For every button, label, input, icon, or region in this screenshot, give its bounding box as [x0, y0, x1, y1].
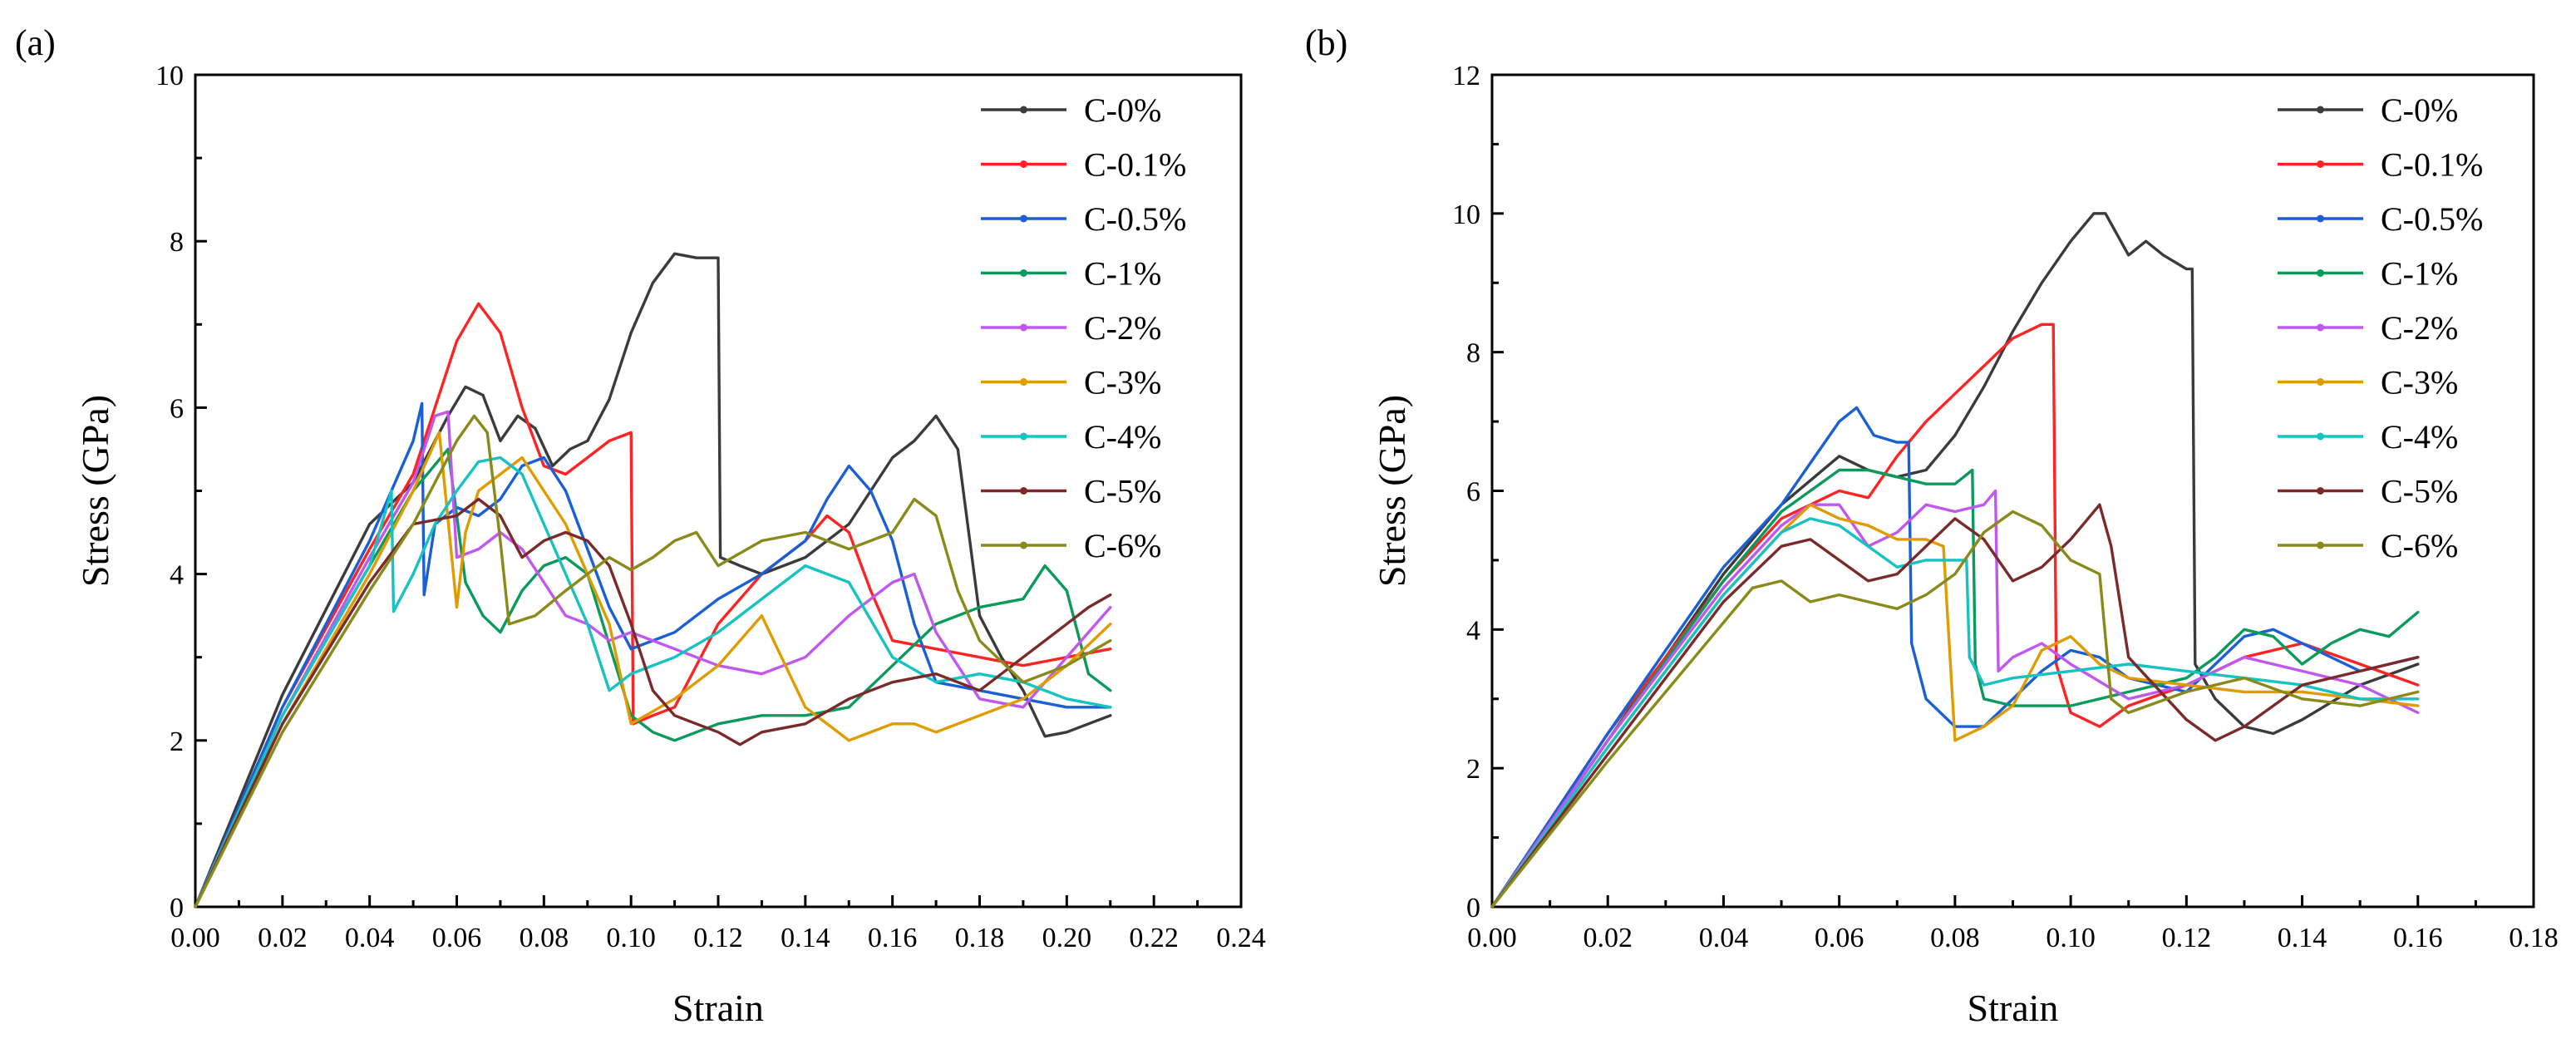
legend-label: C-4% — [2381, 418, 2458, 456]
y-tick-label: 8 — [1466, 338, 1480, 369]
x-tick-label: 0.10 — [606, 923, 656, 953]
legend-label: C-0.1% — [1084, 146, 1186, 184]
x-tick-label: 0.04 — [1699, 923, 1749, 953]
x-tick-label: 0.12 — [693, 923, 743, 953]
series-line-c-0pct — [194, 252, 1112, 909]
legend-label: C-0% — [1084, 91, 1161, 129]
panel-b: (b) 0.00 0.02 0.04 0.06 0.08 0.10 0.12 0.14 0.16 0… — [1305, 22, 2559, 1029]
series-line-c-5pct — [1490, 503, 2420, 909]
legend-label: C-6% — [2381, 527, 2458, 564]
legend-label: C-2% — [1084, 309, 1161, 347]
series-line-c-1pct — [194, 447, 1112, 909]
y-tick-label: 10 — [155, 61, 184, 91]
legend-marker-c-0-1pct — [1020, 160, 1027, 168]
x-tick-label: 0.02 — [1583, 923, 1633, 953]
series-line-c-4pct — [194, 456, 1112, 909]
y-tick-label: 0 — [1466, 893, 1480, 923]
x-axis-title: Strain — [672, 987, 764, 1029]
legend-marker-c-6pct — [2317, 541, 2324, 549]
x-tick-label: 0.06 — [1815, 923, 1864, 953]
series-line-c-2pct — [194, 410, 1112, 909]
y-tick-label: 8 — [170, 227, 184, 258]
series-line-c-6pct — [194, 414, 1112, 909]
y-tick-label: 6 — [1466, 477, 1480, 508]
series-line-c-6pct — [1490, 510, 2420, 909]
x-tick-label: 0.00 — [170, 923, 220, 953]
y-tick-label: 2 — [170, 726, 184, 757]
legend-label: C-5% — [1084, 473, 1161, 510]
x-tick-label: 0.08 — [520, 923, 569, 953]
series-line-c-5pct — [194, 497, 1112, 909]
legend-label: C-0.5% — [2381, 200, 2483, 238]
legend-marker-c-0pct — [2317, 106, 2324, 114]
legend-marker-c-3pct — [1020, 378, 1027, 386]
x-tick-label: 0.02 — [258, 923, 308, 953]
y-tick-label: 4 — [170, 560, 184, 591]
x-tick-label: 0.18 — [955, 923, 1005, 953]
legend-marker-c-0-5pct — [1020, 214, 1027, 223]
x-axis-title: Strain — [1968, 987, 2059, 1029]
x-tick-label: 0.14 — [2278, 923, 2327, 953]
legend-marker-c-0-1pct — [2317, 160, 2324, 168]
legend-marker-c-1pct — [2317, 269, 2324, 277]
legend-marker-c-0-5pct — [2317, 214, 2324, 223]
legend-marker-c-2pct — [1020, 323, 1027, 332]
legend-label: C-4% — [1084, 418, 1161, 456]
legend-label: C-3% — [1084, 364, 1161, 401]
series-line-c-0-1pct — [194, 302, 1112, 909]
legend-marker-c-0pct — [1020, 106, 1027, 114]
legend-marker-c-2pct — [2317, 323, 2324, 332]
series-line-c-1pct — [1490, 468, 2420, 909]
series-line-c-3pct — [194, 431, 1112, 909]
series-line-c-0-1pct — [1490, 323, 2420, 909]
legend-label: C-3% — [2381, 364, 2458, 401]
x-tick-label: 0.22 — [1129, 923, 1179, 953]
legend-label: C-0.5% — [1084, 200, 1186, 238]
x-tick-label: 0.00 — [1467, 923, 1517, 953]
y-tick-label: 12 — [1452, 61, 1480, 91]
panel-label: (a) — [15, 22, 56, 63]
series-line-c-0pct — [1490, 212, 2420, 909]
x-tick-label: 0.12 — [2162, 923, 2212, 953]
x-tick-label: 0.18 — [2509, 923, 2559, 953]
legend-label: C-5% — [2381, 473, 2458, 510]
legend-marker-c-5pct — [1020, 487, 1027, 495]
legend-label: C-6% — [1084, 527, 1161, 564]
legend-marker-c-4pct — [2317, 432, 2324, 441]
legend-marker-c-5pct — [2317, 487, 2324, 495]
legend-label: C-0.1% — [2381, 146, 2483, 184]
panel-a: (a) 0.00 0.02 0.04 0.06 0.08 0.10 0.12 0.14 0.16 0… — [15, 22, 1266, 1029]
x-tick-label: 0.20 — [1042, 923, 1092, 953]
y-axis-title: Stress (GPa) — [74, 395, 116, 587]
x-tick-label: 0.24 — [1216, 923, 1266, 953]
series-line-c-4pct — [1490, 517, 2420, 909]
y-tick-label: 2 — [1466, 754, 1480, 785]
y-tick-label: 4 — [1466, 615, 1480, 646]
legend-label: C-1% — [2381, 255, 2458, 293]
y-axis-title: Stress (GPa) — [1371, 395, 1413, 587]
x-tick-label: 0.10 — [2046, 923, 2096, 953]
legend-label: C-2% — [2381, 309, 2458, 347]
legend-marker-c-3pct — [2317, 378, 2324, 386]
legend-label: C-0% — [2381, 91, 2458, 129]
legend-marker-c-6pct — [1020, 541, 1027, 549]
legend-marker-c-4pct — [1020, 432, 1027, 441]
plot-frame — [1490, 73, 2535, 909]
series-line-c-0-5pct — [194, 401, 1112, 909]
x-tick-label: 0.04 — [345, 923, 395, 953]
y-tick-label: 10 — [1452, 199, 1480, 230]
legend-label: C-1% — [1084, 255, 1161, 293]
x-tick-label: 0.14 — [781, 923, 830, 953]
x-tick-label: 0.06 — [432, 923, 482, 953]
x-tick-label: 0.08 — [1930, 923, 1980, 953]
series-line-c-3pct — [1490, 503, 2420, 909]
legend-marker-c-1pct — [1020, 269, 1027, 277]
y-tick-label: 0 — [170, 893, 184, 923]
series-line-c-2pct — [1490, 489, 2420, 909]
panel-label: (b) — [1305, 22, 1347, 63]
x-tick-label: 0.16 — [2393, 923, 2443, 953]
y-tick-label: 6 — [170, 393, 184, 424]
x-tick-label: 0.16 — [868, 923, 918, 953]
